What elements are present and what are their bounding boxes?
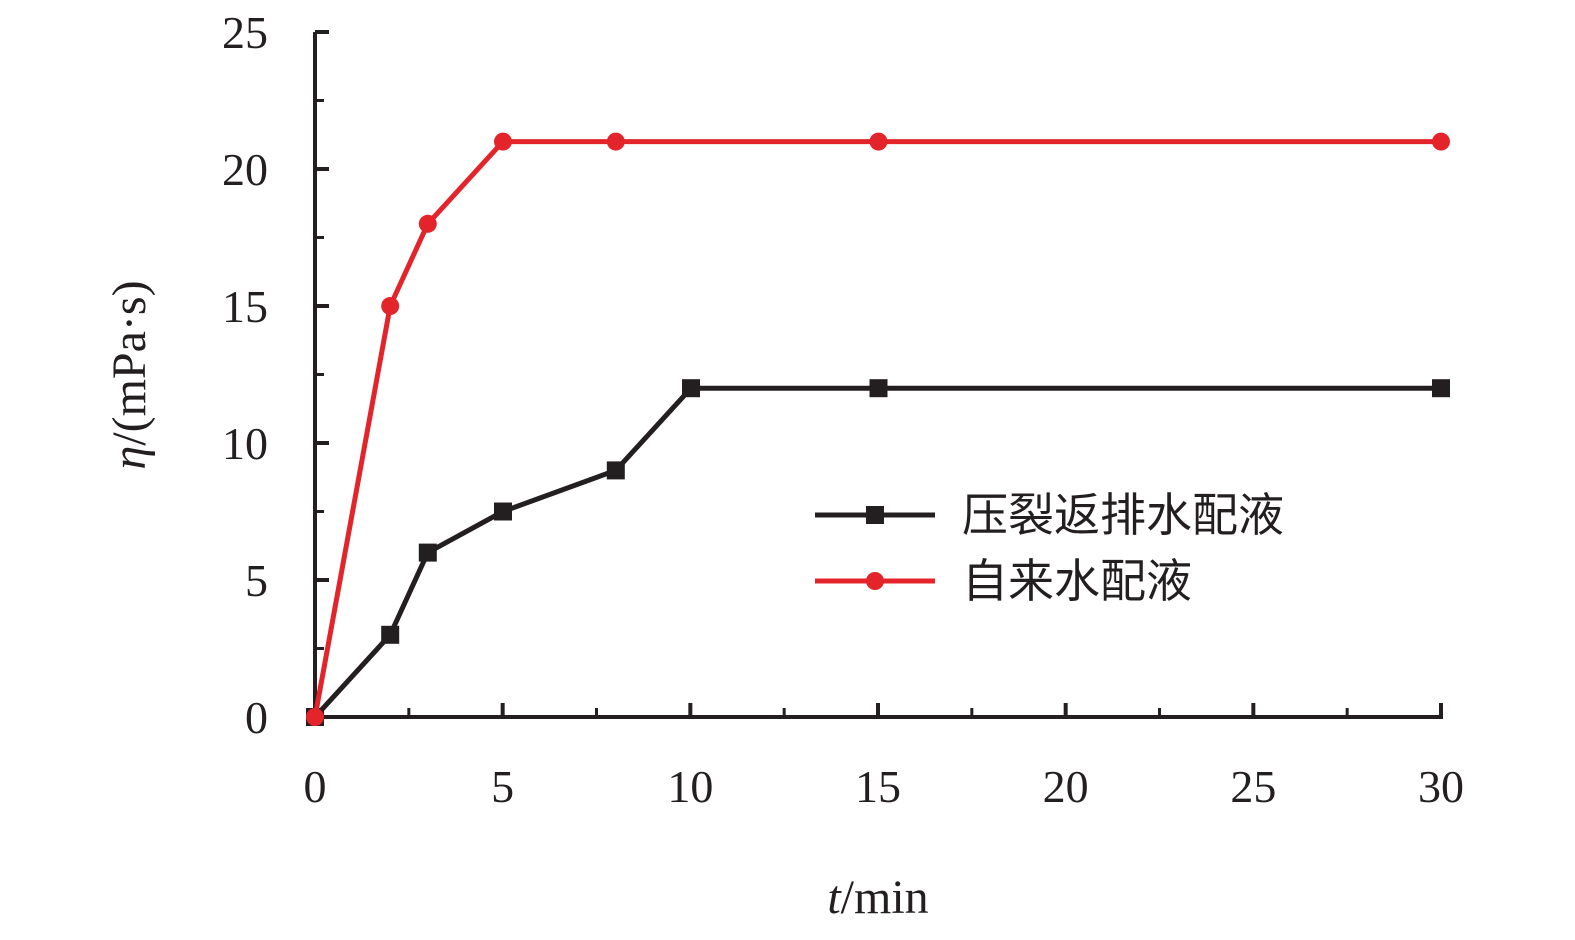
y-tick-label: 5: [245, 555, 268, 606]
y-tick-label: 0: [245, 692, 268, 743]
y-tick-label: 25: [222, 7, 268, 58]
data-point-fracturing-flowback-water: [682, 379, 700, 398]
data-point-fracturing-flowback-water: [869, 379, 888, 398]
x-axis-unit: /min: [841, 871, 929, 924]
axes: 0 5 10 15 20 25 0 5 10 15 20 25 30: [222, 7, 1464, 812]
data-point-tap-water: [494, 132, 512, 151]
series-line-tap-water: [312, 139, 1441, 718]
data-point-tap-water: [1432, 132, 1450, 151]
x-tick-label: 15: [855, 761, 901, 812]
data-point-fracturing-flowback-water: [381, 625, 400, 644]
data-point-tap-water: [418, 214, 437, 233]
x-tick-label: 0: [304, 761, 327, 812]
y-tick-label: 15: [222, 281, 268, 332]
y-axis-variable: η: [103, 446, 156, 470]
x-tick-label: 20: [1043, 761, 1089, 812]
data-point-fracturing-flowback-water: [1432, 379, 1450, 398]
legend-label-tap-water: 自来水配液: [962, 554, 1192, 608]
x-axis-title: t/min: [827, 871, 928, 924]
data-point-tap-water: [606, 132, 625, 151]
data-point-tap-water: [869, 132, 888, 151]
y-tick-label: 10: [222, 418, 268, 469]
y-axis-unit: /(mPa·s): [103, 280, 156, 445]
data-point-fracturing-flowback-water: [418, 543, 437, 562]
x-tick-label: 25: [1230, 761, 1276, 812]
legend-marker-fracturing-flowback-water: [866, 506, 884, 524]
x-tick-label: 10: [667, 761, 713, 812]
x-axis-variable: t: [827, 871, 842, 924]
series-line-fracturing-flowback-water: [313, 385, 1441, 719]
data-point-fracturing-flowback-water: [606, 461, 625, 480]
y-axis-title: η/(mPa·s): [103, 280, 156, 469]
data-point-tap-water: [306, 708, 324, 726]
y-tick-label: 20: [222, 144, 268, 195]
data-point-fracturing-flowback-water: [494, 502, 512, 521]
x-tick-label: 5: [491, 761, 514, 812]
data-point-tap-water: [381, 297, 400, 315]
series-group: [306, 132, 1450, 726]
x-tick-label: 30: [1418, 761, 1464, 812]
legend-label-fracturing-flowback-water: 压裂返排水配液: [962, 488, 1284, 542]
legend-marker-tap-water: [866, 572, 884, 590]
